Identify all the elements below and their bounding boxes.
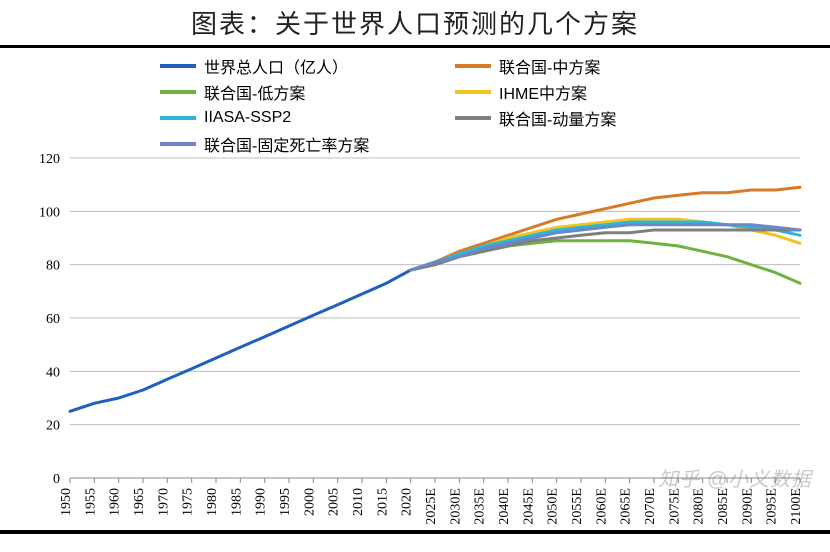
svg-text:1990: 1990 (254, 488, 269, 516)
chart-zone: 世界总人口（亿人）联合国-中方案联合国-低方案IHME中方案IIASA-SSP2… (0, 48, 830, 528)
svg-text:2000: 2000 (302, 488, 317, 516)
svg-text:1950: 1950 (59, 488, 74, 516)
svg-text:120: 120 (39, 152, 60, 167)
svg-text:2100E: 2100E (789, 488, 804, 525)
svg-text:2010: 2010 (351, 488, 366, 516)
svg-text:2075E: 2075E (667, 488, 682, 525)
svg-text:2080E: 2080E (692, 488, 707, 525)
chart-title-wrap: 图表：关于世界人口预测的几个方案 (0, 0, 830, 41)
svg-text:1970: 1970 (156, 488, 171, 516)
svg-text:2015: 2015 (375, 488, 390, 516)
svg-text:100: 100 (39, 205, 60, 220)
svg-text:20: 20 (46, 419, 60, 434)
svg-text:2095E: 2095E (765, 488, 780, 525)
svg-text:2025E: 2025E (424, 488, 439, 525)
series-line (70, 270, 411, 411)
svg-text:2090E: 2090E (740, 488, 755, 525)
svg-text:1995: 1995 (278, 488, 293, 516)
line-chart: 0 20 40 60 80 100 120 1950 1955 1960 1965 1970 1975 1… (0, 48, 830, 528)
svg-text:1985: 1985 (229, 488, 244, 516)
svg-text:2045E: 2045E (521, 488, 536, 525)
svg-text:1955: 1955 (83, 488, 98, 516)
svg-text:2085E: 2085E (716, 488, 731, 525)
svg-text:0: 0 (53, 472, 60, 487)
svg-text:2050E: 2050E (546, 488, 561, 525)
svg-text:2040E: 2040E (497, 488, 512, 525)
svg-text:2020: 2020 (400, 488, 415, 516)
svg-text:1965: 1965 (132, 488, 147, 516)
svg-text:2070E: 2070E (643, 488, 658, 525)
svg-text:2035E: 2035E (473, 488, 488, 525)
svg-text:40: 40 (46, 365, 60, 380)
svg-text:2055E: 2055E (570, 488, 585, 525)
svg-text:2060E: 2060E (594, 488, 609, 525)
svg-text:2030E: 2030E (448, 488, 463, 525)
svg-text:1975: 1975 (181, 488, 196, 516)
svg-text:80: 80 (46, 259, 60, 274)
bottom-rule-thin (0, 533, 830, 534)
svg-text:2065E: 2065E (619, 488, 634, 525)
svg-text:60: 60 (46, 312, 60, 327)
svg-text:2005: 2005 (327, 488, 342, 516)
svg-text:1980: 1980 (205, 488, 220, 516)
svg-text:1960: 1960 (108, 488, 123, 516)
chart-title: 图表：关于世界人口预测的几个方案 (191, 9, 639, 39)
